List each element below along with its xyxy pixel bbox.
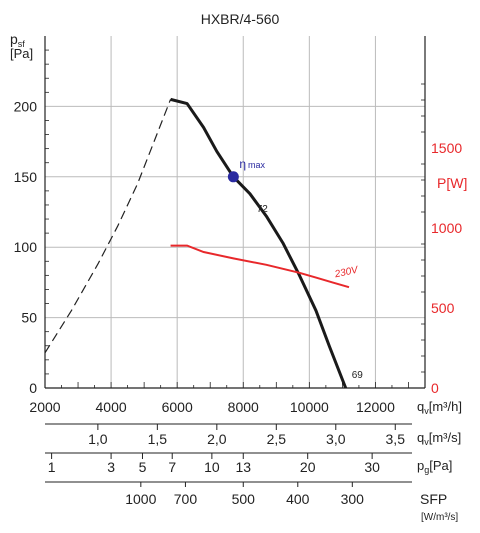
secondary-tick-label: 20 — [300, 459, 316, 475]
secondary-tick-label: 1,0 — [88, 431, 108, 447]
axes — [44, 36, 426, 487]
chart-title: HXBR/4-560 — [201, 11, 280, 27]
x-tick-label: 2000 — [29, 399, 60, 415]
pressure-curve — [170, 97, 348, 389]
power-curve — [170, 244, 350, 289]
x-axis-unit-m3h: qv[m³/h] — [417, 399, 462, 416]
y-axis-label-main: p — [10, 31, 18, 47]
x-axis-unit-m3s: qv[m³/s] — [417, 430, 461, 447]
pressure-curve-unstable — [44, 99, 172, 354]
y-tick-label: 50 — [21, 310, 37, 326]
sfp-label: SFP — [420, 491, 447, 507]
right-axis-label: P[W] — [437, 175, 467, 191]
secondary-tick-label: 13 — [235, 459, 251, 475]
secondary-tick-label: 1000 — [125, 491, 156, 507]
secondary-tick-label: 700 — [174, 491, 198, 507]
efficiency-label-72: 72 — [257, 204, 269, 215]
right-tick-label: 1500 — [431, 140, 462, 156]
x-tick-label: 6000 — [162, 399, 193, 415]
y-axis-label: psf — [10, 31, 25, 49]
secondary-tick-label: 1,5 — [148, 431, 168, 447]
secondary-tick-label: 3,0 — [326, 431, 346, 447]
efficiency-label-69: 69 — [352, 370, 364, 381]
series-layer — [44, 97, 350, 389]
y-tick-label: 100 — [14, 239, 38, 255]
eta-max-label: η max — [239, 157, 265, 171]
y-tick-label: 0 — [29, 380, 37, 396]
secondary-tick-label: 10 — [204, 459, 220, 475]
x-tick-label: 12000 — [356, 399, 395, 415]
secondary-tick-label: 3,5 — [386, 431, 406, 447]
secondary-tick-label: 2,0 — [207, 431, 227, 447]
secondary-tick-label: 3 — [107, 459, 115, 475]
annotations: η max 72 69 230V — [227, 157, 364, 381]
secondary-tick-label: 400 — [286, 491, 310, 507]
x-tick-label: 4000 — [96, 399, 127, 415]
right-tick-label: 0 — [431, 380, 439, 396]
right-tick-label: 1000 — [431, 220, 462, 236]
right-tick-label: 500 — [431, 300, 455, 316]
secondary-tick-label: 7 — [168, 459, 176, 475]
x-tick-label: 8000 — [228, 399, 259, 415]
x-axis-unit-pg: pg[Pa] — [417, 458, 452, 475]
grid — [45, 36, 425, 388]
secondary-tick-label: 300 — [341, 491, 365, 507]
y-tick-label: 150 — [14, 169, 38, 185]
eta-max-marker — [227, 171, 239, 183]
secondary-tick-label: 5 — [139, 459, 147, 475]
sfp-unit: [W/m³/s] — [421, 512, 458, 523]
secondary-tick-label: 2,5 — [267, 431, 287, 447]
secondary-tick-label: 1 — [48, 459, 56, 475]
secondary-tick-label: 30 — [364, 459, 380, 475]
secondary-tick-label: 500 — [232, 491, 256, 507]
y-tick-label: 200 — [14, 98, 38, 114]
x-tick-label: 10000 — [290, 399, 329, 415]
y-axis-label-sub: sf — [18, 39, 26, 49]
y-axis-unit: [Pa] — [10, 46, 33, 61]
power-curve-label: 230V — [333, 264, 360, 280]
